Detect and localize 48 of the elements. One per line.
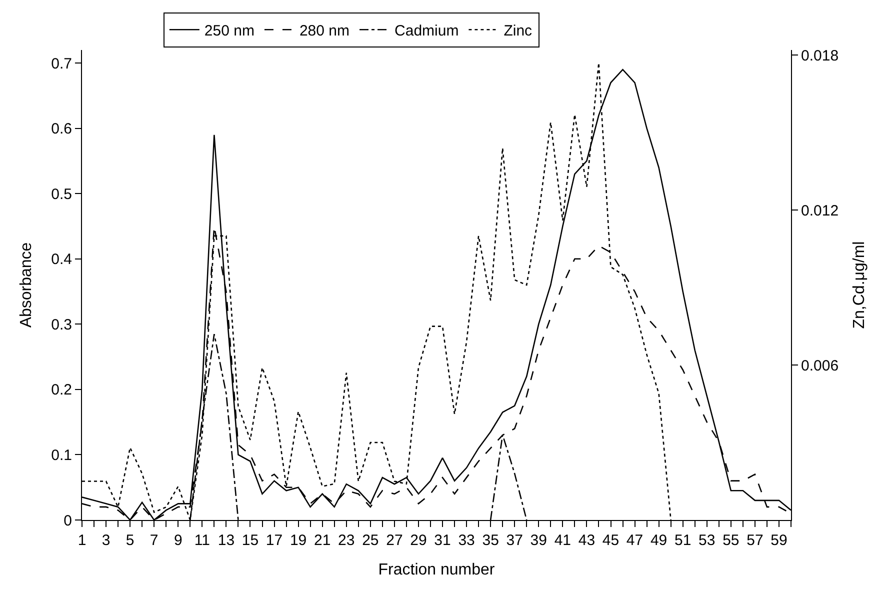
x-tick-label: 19 [290,532,307,549]
y-axis-title: Absorbance [18,242,36,328]
y-tick-label: 0.5 [51,186,72,203]
y2-axis-title: Zn,Cd.μg/ml [851,241,868,329]
legend-label: Cadmium [394,22,459,40]
x-axis-title: Fraction number [378,562,496,579]
y2-tick-label: 0.006 [801,357,839,374]
x-tick-label: 27 [386,532,403,549]
x-tick-label: 53 [698,532,716,549]
x-tick-label: 59 [770,532,788,549]
y-tick-label: 0.4 [51,251,72,268]
x-tick-label: 39 [530,532,547,549]
x-tick-label: 57 [746,532,764,549]
legend-label: 250 nm [204,22,254,40]
x-tick-label: 29 [410,532,427,549]
x-tick-label: 43 [578,532,596,549]
legend-label: Zinc [504,22,533,40]
y-tick-label: 0.2 [51,382,72,399]
x-tick-label: 11 [194,532,210,549]
x-tick-label: 9 [174,532,182,549]
x-tick-label: 33 [458,532,475,549]
x-tick-label: 25 [362,532,379,549]
x-tick-label: 35 [482,532,499,549]
x-tick-label: 31 [434,532,451,549]
y-tick-label: 0.6 [51,120,72,138]
y-tick-label: 0.7 [51,55,72,72]
x-tick-label: 49 [650,532,668,549]
x-tick-label: 45 [602,532,620,549]
x-tick-label: 55 [722,532,740,549]
x-tick-label: 37 [506,532,523,549]
x-tick-label: 13 [218,532,235,549]
x-tick-label: 17 [266,532,283,549]
x-tick-label: 23 [338,532,355,549]
y2-tick-label: 0.018 [801,47,839,64]
x-tick-label: 47 [626,532,644,549]
x-tick-label: 51 [674,532,692,549]
legend-label: 280 nm [299,22,350,40]
x-tick-label: 15 [242,532,259,549]
y-tick-label: 0.3 [51,316,72,334]
x-tick-label: 21 [314,532,331,549]
x-tick-label: 1 [78,532,86,549]
x-tick-label: 3 [102,532,110,549]
y-tick-label: 0.1 [51,446,72,464]
x-tick-label: 5 [126,532,134,549]
x-tick-label: 7 [150,532,158,549]
x-tick-label: 41 [554,532,572,549]
y2-tick-label: 0.012 [801,202,839,220]
y-tick-label: 0 [64,512,72,530]
